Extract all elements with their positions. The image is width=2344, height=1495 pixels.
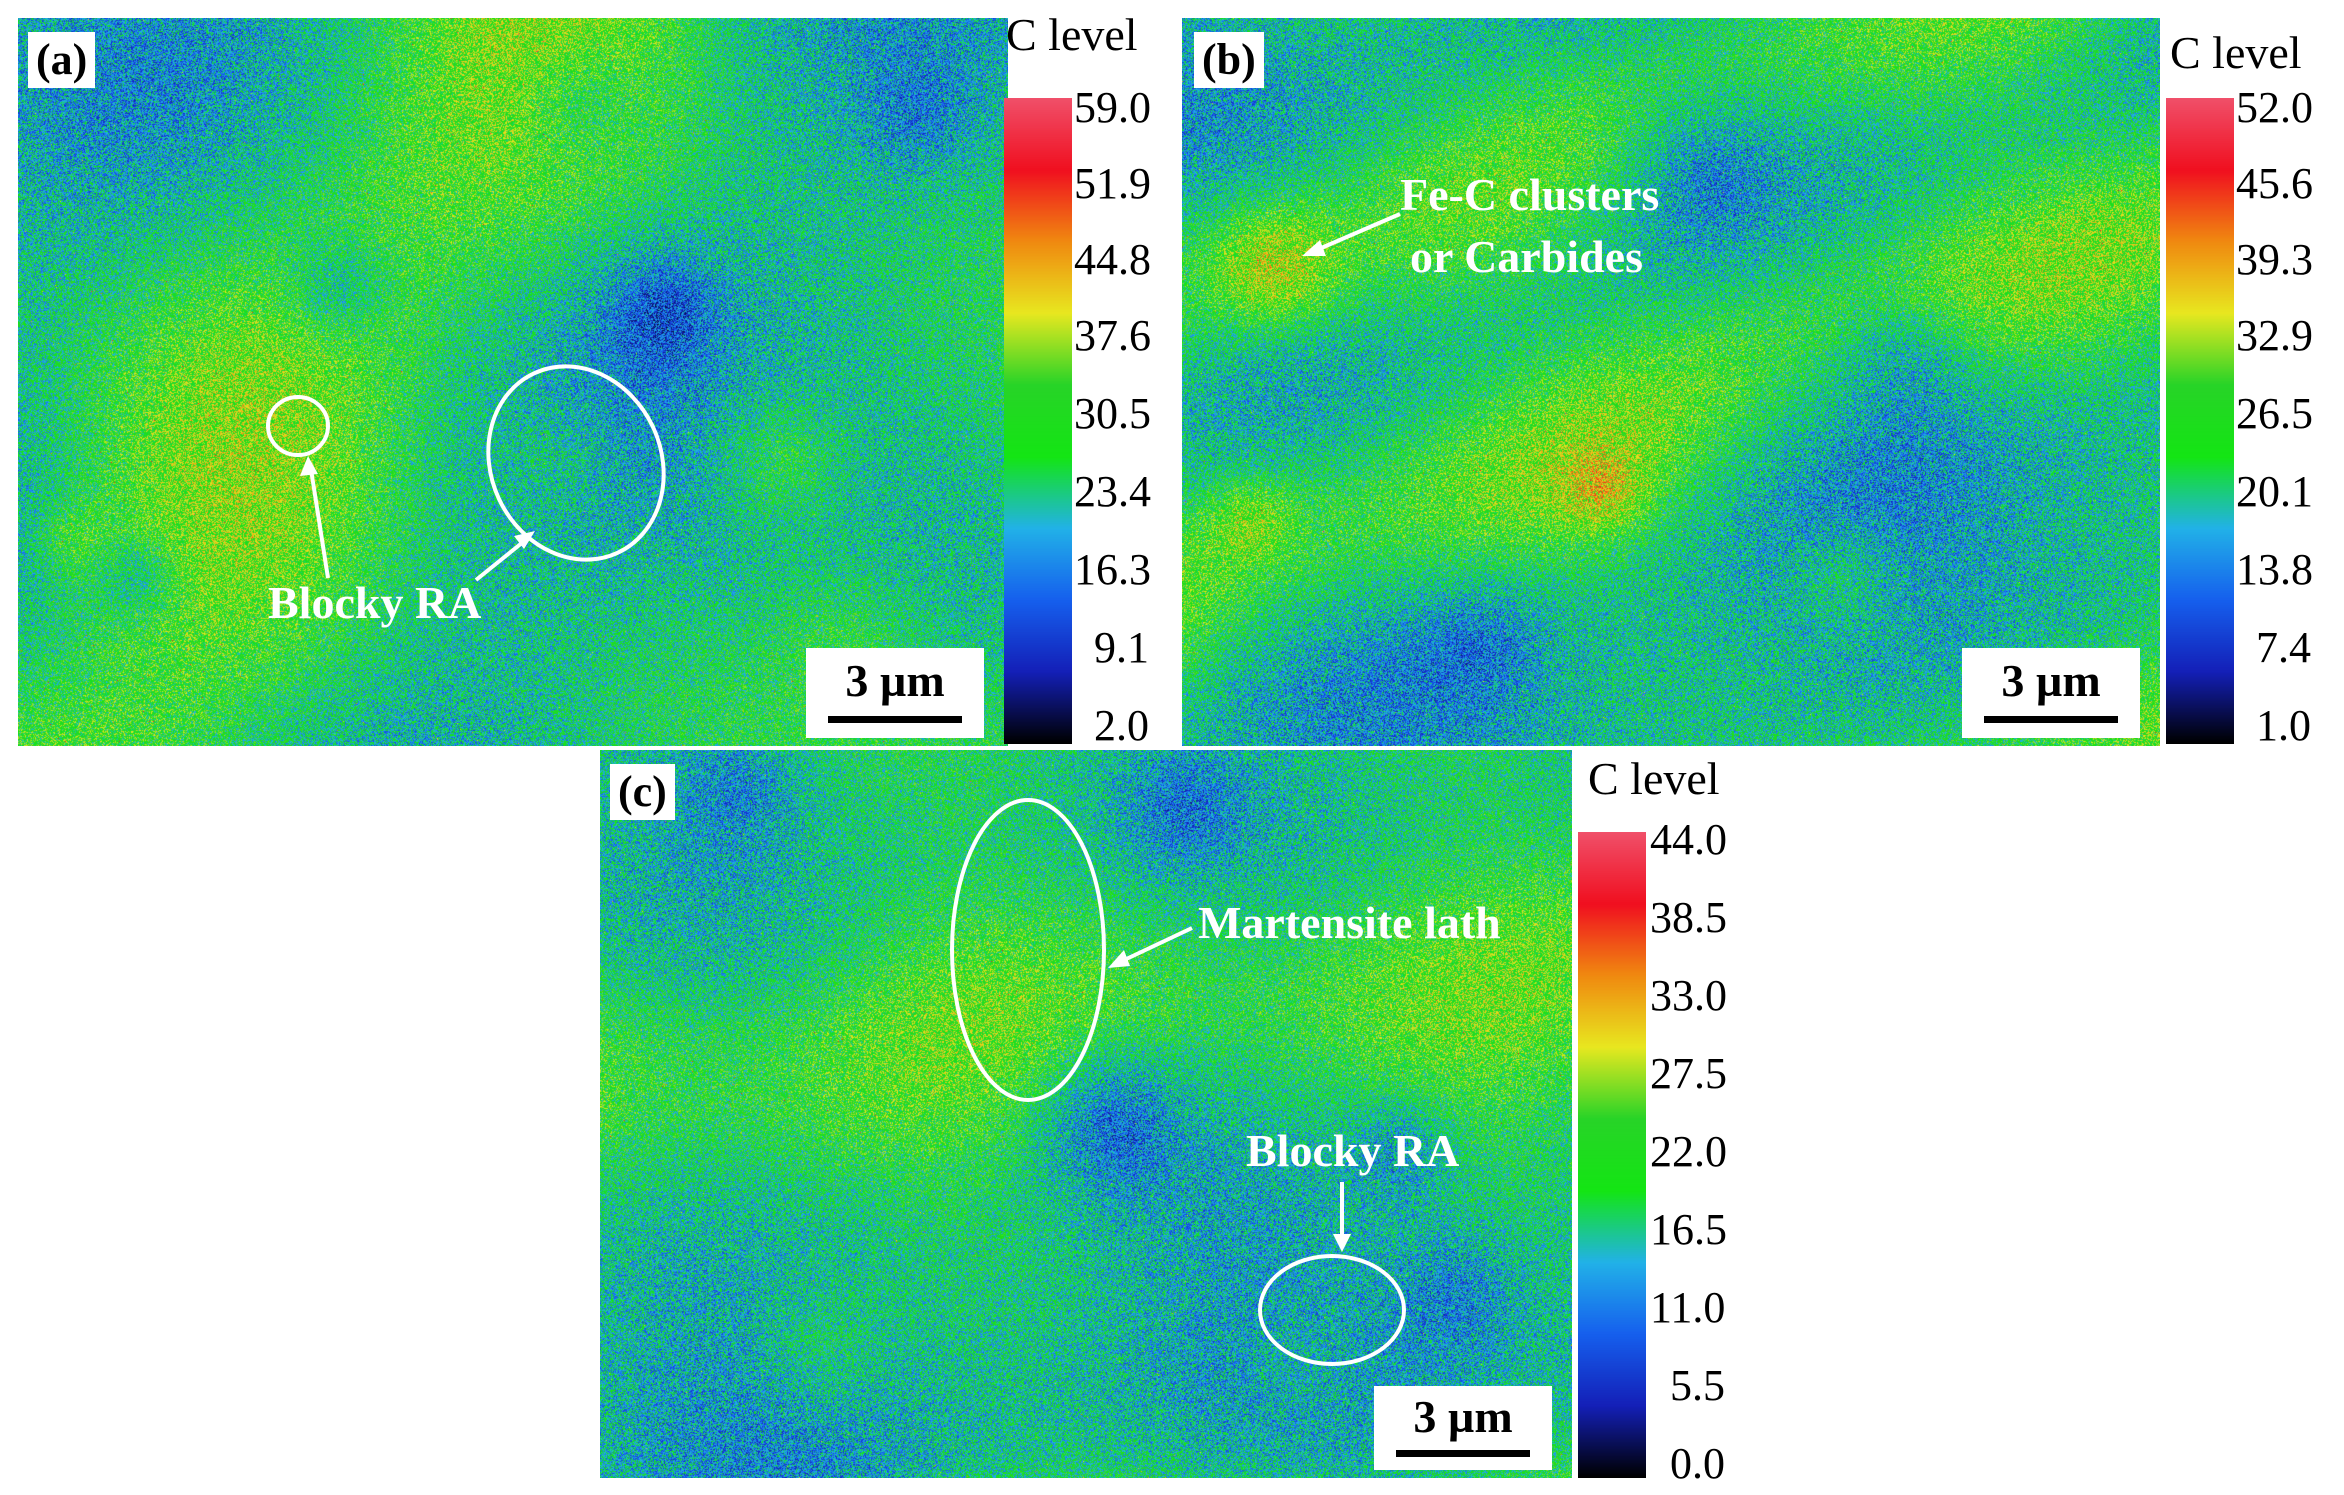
tick-label: 33.0 [1650, 971, 1727, 1020]
annotation-fe-c-clusters: Fe-C clusters [1400, 169, 1660, 220]
tick-label: 27.5 [1650, 1049, 1727, 1098]
legend-title: C level [1588, 753, 1720, 804]
scale-bar: 3 µm [1962, 648, 2140, 738]
tick-label: 11.0 [1650, 1283, 1726, 1332]
tick-label: 7.4 [2256, 623, 2311, 672]
tick-label: 44.0 [1650, 815, 1727, 864]
tick-label: 52.0 [2236, 83, 2313, 132]
tick-label: 38.5 [1650, 893, 1727, 942]
tick-label: 0.0 [1670, 1439, 1725, 1488]
scale-text: 3 µm [1413, 1391, 1513, 1442]
panel-label: (a) [28, 32, 96, 88]
carbon-map-a [18, 18, 1008, 746]
annotation-martensite-lath: Martensite lath [1198, 897, 1501, 948]
panel-label: (b) [1194, 32, 1264, 88]
tick-label: 26.5 [2236, 389, 2313, 438]
scale-text: 3 µm [2001, 655, 2101, 706]
legend-c: C level 44.0 38.5 33.0 27.5 22.0 16.5 11… [1570, 750, 1760, 1495]
tick-label: 44.8 [1074, 235, 1151, 284]
tick-label: 2.0 [1094, 701, 1149, 750]
tick-label: 16.3 [1074, 545, 1151, 594]
colorbar [1578, 832, 1646, 1478]
tick-label: 9.1 [1094, 623, 1149, 672]
carbon-map-b [1182, 18, 2160, 746]
annotation-or-carbides: or Carbides [1410, 231, 1643, 282]
panel-a: (a) Blocky RA 3 µm [18, 18, 1008, 746]
tick-label: 37.6 [1074, 311, 1151, 360]
scale-line [1984, 716, 2118, 723]
panel-label: (c) [610, 764, 675, 820]
tick-label: 30.5 [1074, 389, 1151, 438]
panel-b: (b) Fe-C clusters or Carbides 3 µm [1182, 18, 2160, 746]
tick-label: 45.6 [2236, 159, 2313, 208]
carbon-map-c [600, 750, 1572, 1478]
tick-label: 1.0 [2256, 701, 2311, 750]
tick-label: 23.4 [1074, 467, 1151, 516]
legend-b: C level 52.0 45.6 39.3 32.9 26.5 20.1 13… [2162, 0, 2344, 750]
legend-title: C level [2170, 27, 2302, 78]
colorbar [1004, 98, 1072, 744]
panel-c: (c) Martensite lath Blocky RA 3 µm [600, 750, 1572, 1478]
colorbar [2166, 98, 2234, 744]
scale-bar: 3 µm [806, 648, 984, 738]
annotation-blocky-ra: Blocky RA [268, 577, 482, 628]
legend-title: C level [1006, 9, 1138, 60]
tick-label: 20.1 [2236, 467, 2313, 516]
annotation-blocky-ra: Blocky RA [1246, 1125, 1460, 1176]
tick-label: 5.5 [1670, 1361, 1725, 1410]
tick-label: 32.9 [2236, 311, 2313, 360]
scale-text: 3 µm [845, 655, 945, 706]
scale-bar: 3 µm [1374, 1386, 1552, 1470]
tick-label: 13.8 [2236, 545, 2313, 594]
scale-line [1396, 1450, 1530, 1457]
tick-label: 39.3 [2236, 235, 2313, 284]
scale-line [828, 716, 962, 723]
tick-label: 22.0 [1650, 1127, 1727, 1176]
tick-label: 16.5 [1650, 1205, 1727, 1254]
legend-a: C level 59.0 51.9 44.8 37.6 30.5 23.4 16… [1000, 0, 1180, 750]
tick-label: 59.0 [1074, 83, 1151, 132]
tick-label: 51.9 [1074, 159, 1151, 208]
